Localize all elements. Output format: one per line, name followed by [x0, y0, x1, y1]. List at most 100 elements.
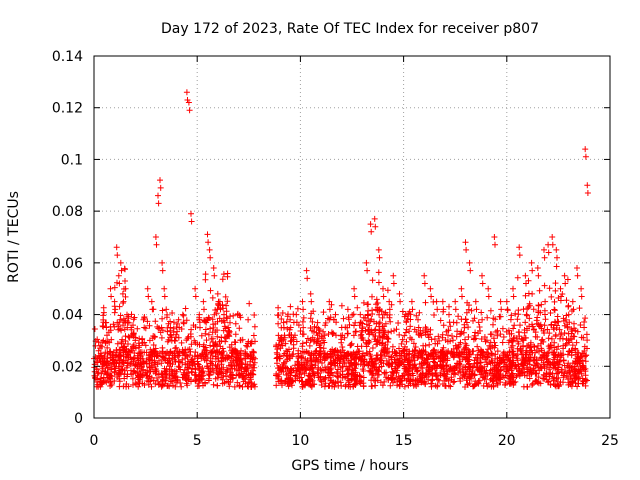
data-point — [322, 364, 328, 371]
data-point — [186, 346, 193, 353]
data-point — [546, 330, 553, 337]
data-point — [195, 361, 202, 368]
data-point — [196, 371, 203, 378]
data-point — [119, 359, 126, 366]
data-point — [307, 290, 314, 297]
data-point — [514, 357, 521, 364]
data-point — [128, 324, 135, 331]
data-point — [159, 307, 166, 314]
data-point — [389, 349, 396, 355]
data-point — [99, 363, 106, 370]
data-point — [303, 360, 310, 366]
data-point — [405, 376, 412, 383]
data-point — [185, 376, 192, 383]
data-point — [510, 325, 517, 332]
data-point — [419, 370, 426, 377]
data-point — [107, 285, 114, 292]
data-point — [479, 316, 486, 323]
data-point — [130, 330, 137, 337]
data-point — [108, 336, 115, 343]
data-point — [141, 324, 148, 331]
data-point — [188, 341, 195, 348]
data-point — [329, 352, 336, 358]
data-point — [443, 363, 449, 369]
data-point — [156, 325, 163, 332]
data-point — [475, 330, 482, 337]
data-point — [329, 379, 336, 386]
data-point — [387, 318, 394, 325]
data-point — [426, 367, 433, 374]
data-point — [244, 352, 251, 359]
data-point — [277, 363, 284, 370]
data-point — [287, 324, 294, 331]
data-point — [158, 360, 165, 367]
data-point — [282, 340, 289, 347]
data-point — [172, 345, 179, 352]
data-point — [467, 267, 474, 274]
data-point — [494, 359, 501, 366]
data-point — [584, 337, 591, 344]
data-point — [155, 381, 162, 388]
data-point — [431, 312, 437, 318]
data-point — [108, 293, 115, 300]
data-point — [458, 350, 465, 357]
data-point — [568, 379, 575, 386]
data-point — [100, 316, 107, 323]
data-point — [418, 332, 425, 339]
data-point — [537, 340, 544, 347]
data-point — [372, 326, 379, 333]
data-point — [477, 352, 484, 359]
data-point — [219, 276, 226, 283]
data-point — [434, 306, 441, 313]
data-point — [446, 303, 452, 310]
data-point — [104, 358, 111, 365]
data-point — [584, 182, 591, 189]
data-point — [151, 334, 158, 341]
data-point — [520, 337, 527, 344]
data-point — [251, 312, 258, 318]
data-point — [421, 280, 428, 287]
data-point — [314, 357, 320, 364]
data-point — [287, 303, 294, 310]
data-point — [368, 228, 375, 235]
data-point — [343, 381, 349, 388]
data-point — [384, 349, 391, 356]
data-point — [236, 325, 243, 332]
data-point — [333, 319, 340, 326]
data-point — [146, 355, 153, 362]
data-point — [554, 254, 560, 261]
data-point — [377, 379, 384, 386]
data-point — [187, 348, 194, 355]
data-point — [196, 382, 203, 389]
data-point — [382, 341, 389, 348]
data-point — [242, 361, 249, 368]
data-point — [273, 343, 279, 350]
data-point — [239, 336, 246, 343]
grid-lines — [94, 56, 610, 418]
data-point — [251, 359, 258, 366]
data-point — [345, 366, 352, 373]
data-point — [450, 379, 457, 386]
data-point — [581, 319, 588, 325]
data-point — [363, 259, 370, 266]
data-point — [516, 329, 523, 335]
data-point — [511, 322, 518, 329]
data-point — [390, 375, 396, 382]
data-point — [435, 349, 442, 356]
data-point — [326, 298, 333, 305]
data-point — [339, 363, 346, 370]
data-point — [315, 364, 322, 371]
data-point — [400, 361, 407, 368]
data-point — [249, 356, 256, 363]
data-point — [152, 366, 159, 373]
data-point — [163, 365, 170, 372]
data-point — [360, 299, 367, 306]
data-point — [338, 302, 345, 309]
data-point — [359, 324, 366, 330]
data-point — [463, 309, 470, 316]
data-point — [305, 381, 312, 388]
data-point — [289, 382, 295, 389]
data-point — [314, 319, 321, 326]
data-point — [139, 335, 146, 342]
data-point — [460, 329, 467, 336]
